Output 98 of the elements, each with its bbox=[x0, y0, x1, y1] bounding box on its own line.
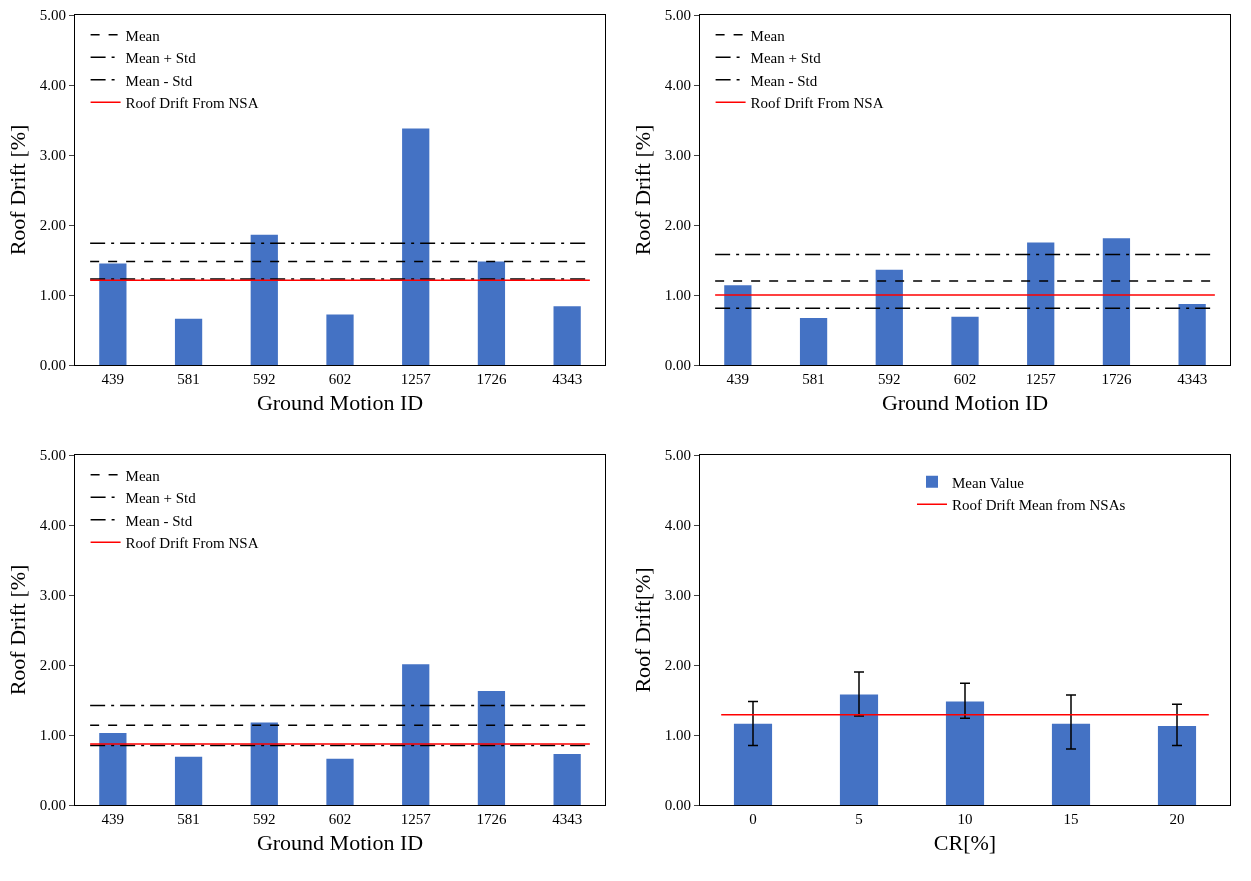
x-tick-label: 1726 bbox=[476, 371, 507, 387]
bar bbox=[99, 732, 127, 805]
bar bbox=[1051, 723, 1091, 805]
bar bbox=[799, 318, 828, 365]
y-tick-label: 0.00 bbox=[664, 357, 691, 374]
x-axis-title: Ground Motion ID bbox=[881, 389, 1049, 415]
legend-label: Mean - Std bbox=[125, 72, 193, 89]
bar bbox=[174, 756, 203, 805]
x-tick-label: 592 bbox=[878, 371, 901, 387]
x-tick-label: 439 bbox=[101, 371, 125, 387]
x-tick-label: 10 bbox=[957, 811, 973, 827]
x-tick-label: 602 bbox=[953, 371, 977, 387]
bar bbox=[402, 664, 430, 805]
y-tick-label: 1.00 bbox=[664, 727, 691, 744]
y-tick-label: 5.00 bbox=[39, 447, 66, 464]
y-tick-label: 3.00 bbox=[39, 147, 66, 164]
bar bbox=[553, 753, 581, 805]
x-tick-label: 15 bbox=[1063, 811, 1079, 827]
y-tick-label: 3.00 bbox=[664, 587, 691, 604]
y-tick-label: 3.00 bbox=[664, 147, 691, 164]
bar bbox=[326, 314, 354, 365]
y-tick-label: 2.00 bbox=[664, 217, 691, 234]
y-tick-label: 4.00 bbox=[664, 77, 691, 94]
y-tick-label: 0.00 bbox=[39, 797, 66, 814]
y-tick-label: 3.00 bbox=[39, 587, 66, 604]
legend-label: Mean + Std bbox=[125, 50, 197, 67]
y-tick-label: 2.00 bbox=[39, 217, 66, 234]
bar bbox=[1178, 304, 1206, 365]
legend-label: Mean bbox=[125, 27, 161, 44]
y-axis-title: Roof Drift [%] bbox=[4, 124, 30, 256]
bar bbox=[733, 723, 773, 805]
bar bbox=[326, 758, 354, 805]
legend-label: Roof Drift From NSA bbox=[125, 535, 259, 552]
bar bbox=[99, 263, 127, 365]
bar bbox=[839, 694, 879, 805]
y-tick-label: 5.00 bbox=[39, 7, 66, 24]
x-tick-label: 592 bbox=[253, 371, 276, 387]
x-tick-label: 1257 bbox=[400, 811, 432, 827]
y-axis-title: Roof Drift [%] bbox=[629, 124, 655, 256]
x-axis-title: CR[%] bbox=[933, 829, 997, 855]
y-tick-label: 1.00 bbox=[39, 727, 66, 744]
bar bbox=[724, 285, 752, 365]
x-tick-label: 581 bbox=[802, 371, 825, 387]
x-tick-label: 5 bbox=[855, 811, 863, 827]
y-tick-label: 4.00 bbox=[39, 77, 66, 94]
y-tick-label: 2.00 bbox=[664, 657, 691, 674]
y-tick-label: 4.00 bbox=[39, 517, 66, 534]
x-tick-label: 4343 bbox=[1177, 371, 1208, 387]
bar bbox=[402, 128, 430, 365]
x-tick-label: 439 bbox=[101, 811, 125, 827]
bar bbox=[250, 234, 278, 365]
bar bbox=[477, 690, 506, 805]
x-tick-label: 602 bbox=[328, 371, 352, 387]
bar bbox=[951, 316, 979, 365]
legend-label: Roof Drift From NSA bbox=[750, 95, 884, 112]
x-tick-label: 581 bbox=[177, 371, 200, 387]
x-tick-label: 1726 bbox=[476, 811, 507, 827]
y-tick-label: 4.00 bbox=[664, 517, 691, 534]
x-tick-label: 581 bbox=[177, 811, 200, 827]
x-tick-label: 592 bbox=[253, 811, 276, 827]
y-tick-label: 0.00 bbox=[664, 797, 691, 814]
y-axis-title: Roof Drift[%] bbox=[629, 567, 655, 693]
y-tick-label: 2.00 bbox=[39, 657, 66, 674]
bar bbox=[477, 261, 506, 365]
bar bbox=[1157, 725, 1197, 805]
legend-label: Mean - Std bbox=[125, 512, 193, 529]
legend-label: Mean + Std bbox=[750, 50, 822, 67]
y-axis-title: Roof Drift [%] bbox=[4, 564, 30, 696]
y-tick-label: 5.00 bbox=[664, 447, 691, 464]
y-tick-label: 1.00 bbox=[664, 287, 691, 304]
x-tick-label: 1726 bbox=[1101, 371, 1132, 387]
legend-label: Mean - Std bbox=[750, 72, 818, 89]
x-tick-label: 20 bbox=[1169, 811, 1185, 827]
y-tick-label: 0.00 bbox=[39, 357, 66, 374]
x-axis-title: Ground Motion ID bbox=[256, 829, 424, 855]
bar bbox=[945, 701, 985, 805]
x-tick-label: 439 bbox=[726, 371, 750, 387]
x-tick-label: 0 bbox=[749, 811, 757, 827]
legend-label: Mean bbox=[125, 467, 161, 484]
bar bbox=[553, 306, 581, 365]
x-tick-label: 1257 bbox=[400, 371, 432, 387]
legend-label: Mean + Std bbox=[125, 490, 197, 507]
bar bbox=[250, 722, 278, 805]
x-tick-label: 4343 bbox=[552, 371, 583, 387]
legend-label: Mean bbox=[750, 27, 786, 44]
x-tick-label: 4343 bbox=[552, 811, 583, 827]
bar bbox=[875, 269, 903, 365]
x-tick-label: 1257 bbox=[1025, 371, 1057, 387]
legend-label: Roof Drift Mean from NSAs bbox=[952, 497, 1126, 514]
bar bbox=[174, 318, 203, 365]
y-tick-label: 1.00 bbox=[39, 287, 66, 304]
bar bbox=[1027, 242, 1055, 365]
x-tick-label: 602 bbox=[328, 811, 352, 827]
bar bbox=[1102, 238, 1131, 365]
x-axis-title: Ground Motion ID bbox=[256, 389, 424, 415]
y-tick-label: 5.00 bbox=[664, 7, 691, 24]
legend-label: Mean Value bbox=[952, 474, 1025, 491]
legend-label: Roof Drift From NSA bbox=[125, 95, 259, 112]
